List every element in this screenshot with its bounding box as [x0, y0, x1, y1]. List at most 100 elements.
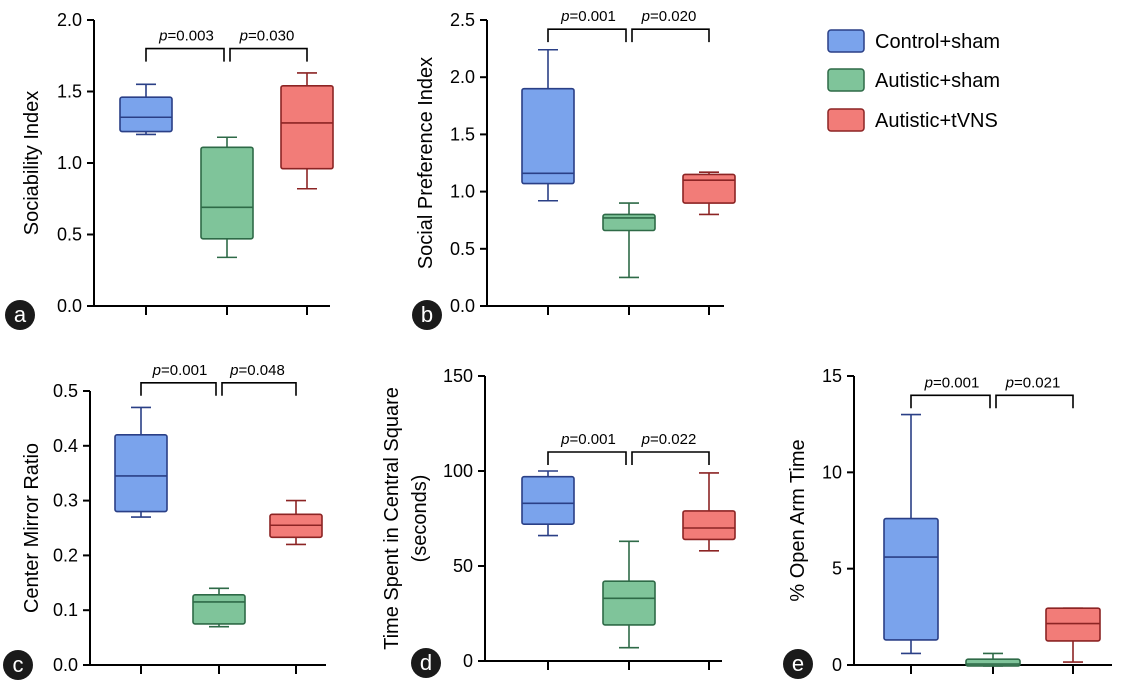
significance-bracket: p=0.001 — [547, 8, 627, 43]
bracket-line — [547, 28, 627, 43]
y-tick-label: 0.1 — [53, 600, 78, 620]
box-autistic-sham — [602, 540, 656, 649]
box-control-sham — [883, 413, 939, 655]
y-tick-label: 1.0 — [57, 153, 82, 173]
legend-label-autistic-sham: Autistic+sham — [875, 70, 1000, 92]
p-value: =0.003 — [168, 28, 214, 45]
y-tick-label: 50 — [453, 556, 473, 576]
p-symbol: p — [924, 374, 933, 391]
panel-letter-text: b — [421, 302, 433, 327]
p-value-label: p=0.001 — [560, 431, 616, 448]
p-value-label: p=0.001 — [152, 362, 208, 379]
box-autistic-sham — [192, 587, 246, 628]
legend: Control+sham Autistic+sham Autistic+tVNS — [827, 29, 1000, 132]
p-value-label: p=0.021 — [1005, 374, 1061, 391]
y-tick-label: 150 — [443, 366, 473, 386]
p-value: =0.001 — [570, 431, 616, 448]
box-autistic-tvns — [682, 472, 736, 552]
box-iqr — [280, 84, 334, 170]
legend-swatch-autistic-sham — [827, 68, 865, 92]
bracket-line — [631, 28, 710, 43]
y-axis-label: Sociability Index — [21, 91, 43, 236]
y-tick-label: 0.0 — [57, 296, 82, 316]
p-symbol: p — [152, 362, 161, 379]
y-axis-label: Center Mirror Ratio — [21, 443, 43, 613]
y-tick-label: 0.0 — [53, 655, 78, 675]
bracket-line — [910, 394, 991, 409]
y-axis-label: Time Spent in Central Square — [381, 387, 403, 650]
box-iqr — [682, 510, 736, 541]
y-tick-label: 0.4 — [53, 436, 78, 456]
box-autistic-sham — [965, 652, 1021, 667]
p-value-label: p=0.030 — [239, 28, 295, 45]
box-iqr — [602, 580, 656, 626]
legend-swatch-control-sham — [827, 29, 865, 53]
p-symbol: p — [229, 362, 238, 379]
panel-d: 0 50 100 150 Time Spent in Central Square (se… — [381, 366, 736, 678]
bracket-line — [229, 47, 308, 62]
p-value-label: p=0.001 — [924, 374, 980, 391]
legend-label-control-sham: Control+sham — [875, 31, 1000, 53]
legend-item-autistic-tvns: Autistic+tVNS — [827, 108, 998, 132]
panel-letter-text: e — [792, 651, 804, 676]
bracket-line — [547, 451, 627, 465]
box-iqr — [521, 87, 575, 185]
y-tick-label: 2.5 — [450, 10, 475, 30]
y-axis-label-units: (seconds) — [409, 475, 431, 563]
significance-bracket: p=0.003 — [145, 28, 225, 62]
p-value: =0.001 — [933, 374, 979, 391]
significance-bracket: p=0.020 — [631, 8, 710, 43]
p-symbol: p — [1005, 374, 1014, 391]
p-value: =0.020 — [650, 8, 696, 25]
panel-letter-c: c — [3, 650, 33, 680]
y-tick-label: 1.5 — [450, 124, 475, 144]
p-value-label: p=0.003 — [158, 28, 214, 45]
y-tick-label: 0.0 — [450, 296, 475, 316]
p-symbol: p — [641, 8, 650, 25]
panel-b: 0.0 0.5 1.0 1.5 2.0 2.5 Social Preference Inde… — [412, 8, 736, 330]
panel-letter-e: e — [783, 649, 813, 679]
legend-label-autistic-tvns: Autistic+tVNS — [875, 110, 998, 132]
p-symbol: p — [239, 28, 248, 45]
p-value: =0.021 — [1014, 374, 1060, 391]
y-tick-label: 5 — [832, 559, 842, 579]
panel-letter-b: b — [412, 300, 442, 330]
y-tick-label: 10 — [822, 462, 842, 482]
box-iqr — [1045, 607, 1101, 642]
y-tick-label: 0.5 — [450, 239, 475, 259]
box-autistic-tvns — [269, 499, 323, 546]
y-tick-label: 15 — [822, 366, 842, 386]
significance-bracket: p=0.030 — [229, 28, 308, 62]
p-symbol: p — [560, 8, 569, 25]
y-axis-label: % Open Arm Time — [787, 439, 809, 601]
y-axis-label: Social Preference Index — [415, 57, 437, 269]
significance-bracket: p=0.022 — [631, 431, 710, 465]
p-symbol: p — [641, 431, 650, 448]
p-value: =0.048 — [239, 362, 285, 379]
bracket-line — [995, 394, 1074, 409]
bracket-line — [145, 47, 225, 62]
legend-item-autistic-sham: Autistic+sham — [827, 68, 1000, 92]
p-symbol: p — [158, 28, 167, 45]
box-autistic-sham — [200, 136, 254, 259]
y-tick-label: 0.5 — [53, 381, 78, 401]
significance-bracket: p=0.001 — [140, 362, 217, 396]
box-iqr — [119, 96, 173, 133]
y-tick-label: 0.5 — [57, 225, 82, 245]
p-value-label: p=0.001 — [560, 8, 616, 25]
p-value-label: p=0.020 — [641, 8, 697, 25]
y-tick-label: 1.0 — [450, 182, 475, 202]
box-control-sham — [119, 83, 173, 136]
box-autistic-tvns — [1045, 607, 1101, 663]
p-value-label: p=0.022 — [641, 431, 697, 448]
y-tick-label: 1.5 — [57, 82, 82, 102]
bracket-line — [221, 381, 297, 396]
y-tick-label: 0 — [463, 651, 473, 671]
p-value: =0.001 — [570, 8, 616, 25]
box-iqr — [200, 146, 254, 240]
y-tick-label: 0.3 — [53, 491, 78, 511]
box-iqr — [965, 658, 1021, 667]
